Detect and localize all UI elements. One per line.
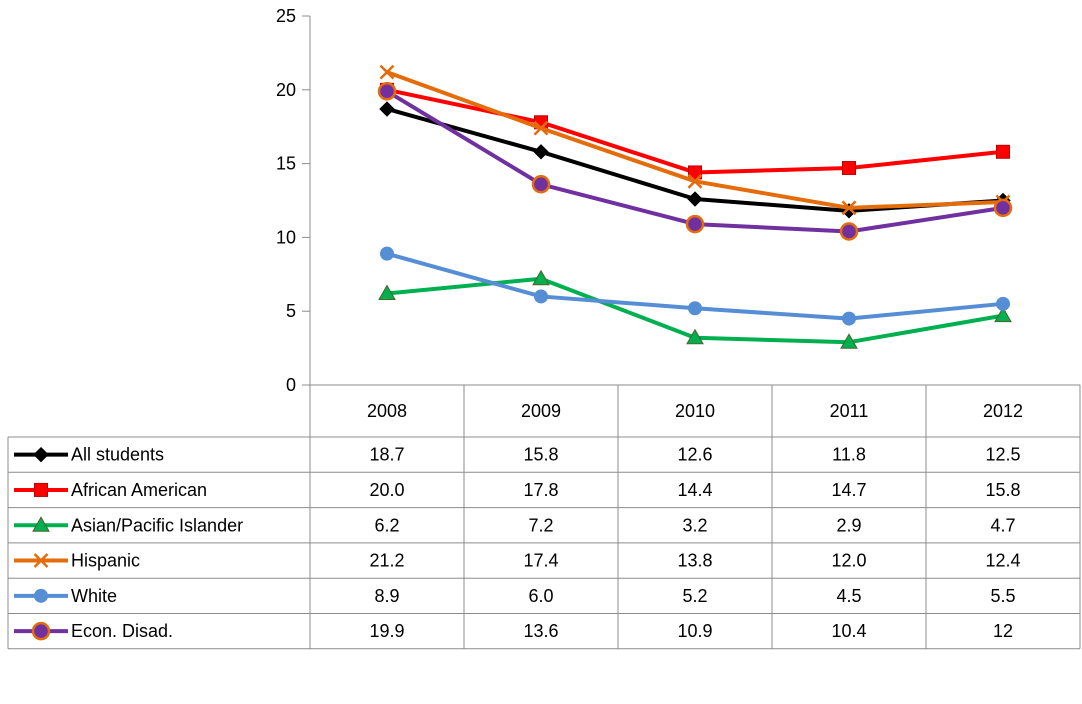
legend-key-marker (34, 588, 48, 603)
data-point-marker (842, 311, 856, 326)
data-point-marker (996, 296, 1010, 311)
data-point-marker (380, 246, 394, 261)
data-point-marker (687, 191, 703, 207)
data-point-marker (379, 101, 395, 117)
series-4 (380, 246, 1010, 326)
x-category-label: 2008 (367, 401, 407, 421)
data-point-marker (685, 214, 705, 234)
data-table: 2008 2009 2010 2011 2012 All students 18.7 15.8… (7, 384, 1081, 650)
table-cell-value: 11.8 (832, 445, 866, 465)
table-cell-value: 3.2 (682, 515, 707, 535)
series-3 (379, 64, 1011, 216)
data-point-marker (994, 306, 1012, 323)
table-row: Asian/Pacific Islander 6.2 7.2 3.2 2.9 4.7 (14, 515, 1016, 535)
table-row: Hispanic 21.2 17.4 13.8 12.0 12.4 (14, 551, 1021, 571)
y-tick-label: 20 (276, 80, 296, 100)
legend-series-name: All students (71, 445, 164, 465)
data-point-marker (841, 200, 857, 216)
table-cell-value: 12 (993, 621, 1013, 641)
table-cell-value: 8.9 (374, 586, 399, 606)
series-layer (377, 64, 1013, 349)
table-cell-value: 7.2 (528, 515, 553, 535)
data-point-marker (993, 198, 1013, 218)
table-cell-value: 12.0 (831, 551, 866, 571)
series-5 (377, 82, 1013, 241)
data-point-marker (532, 269, 550, 286)
x-category-label: 2009 (521, 401, 561, 421)
table-cell-value: 12.5 (985, 445, 1020, 465)
data-point-marker (688, 301, 702, 316)
table-cell-value: 13.8 (677, 551, 712, 571)
table-cell-value: 13.6 (523, 621, 558, 641)
series-1 (380, 82, 1010, 180)
x-category-label: 2010 (675, 401, 715, 421)
data-point-marker (996, 144, 1010, 159)
data-point-marker (531, 175, 551, 194)
legend-series-name: White (71, 586, 117, 606)
table-cell-value: 21.2 (369, 551, 404, 571)
data-point-marker (533, 144, 549, 160)
y-tick-label: 0 (286, 375, 296, 395)
table-row: African American 20.0 17.8 14.4 14.7 15.8 (14, 480, 1021, 500)
data-point-marker (842, 161, 856, 176)
legend-series-name: African American (71, 480, 207, 500)
x-category-label: 2012 (983, 401, 1023, 421)
table-cell-value: 18.7 (369, 445, 404, 465)
series-line (385, 87, 1005, 175)
table-cell-value: 15.8 (523, 445, 558, 465)
legend-series-name: Asian/Pacific Islander (71, 515, 243, 535)
table-cell-value: 5.2 (682, 586, 707, 606)
legend-key-marker (33, 446, 49, 463)
table-cell-value: 14.4 (677, 480, 712, 500)
data-point-marker (840, 333, 858, 349)
legend-key-marker (31, 621, 51, 641)
table-cell-value: 17.4 (523, 551, 558, 571)
data-point-marker (686, 328, 704, 345)
data-point-marker (839, 222, 859, 241)
table-cell-value: 10.4 (831, 621, 866, 641)
legend-key-marker (34, 482, 48, 497)
table-cell-value: 19.9 (369, 621, 404, 641)
table-cell-value: 10.9 (677, 621, 712, 641)
legend-series-name: Hispanic (71, 551, 140, 571)
table-cell-value: 6.2 (374, 515, 399, 535)
data-point-marker (379, 64, 395, 80)
legend-series-name: Econ. Disad. (71, 621, 173, 641)
series-line (385, 70, 1005, 210)
table-cell-value: 6.0 (528, 586, 553, 606)
table-cell-value: 20.0 (369, 480, 404, 500)
table-cell-value: 2.9 (836, 515, 861, 535)
data-point-marker (687, 173, 703, 189)
data-point-marker (378, 284, 396, 300)
table-row: Econ. Disad. 19.9 13.6 10.9 10.4 12 (14, 621, 1013, 641)
data-point-marker (534, 289, 548, 304)
chart-axes: 0 5 10 15 20 25 (276, 6, 311, 395)
data-point-marker (533, 120, 549, 136)
data-point-marker (377, 82, 397, 101)
table-row: White 8.9 6.0 5.2 4.5 5.5 (14, 586, 1016, 606)
table-cell-value: 4.7 (990, 515, 1015, 535)
table-cell-value: 4.5 (836, 586, 861, 606)
legend-key-marker (32, 516, 50, 532)
x-category-label: 2011 (830, 401, 869, 421)
table-cell-value: 15.8 (985, 480, 1020, 500)
table-cell-value: 17.8 (523, 480, 558, 500)
y-tick-label: 15 (276, 154, 296, 174)
data-point-marker (688, 165, 702, 180)
y-tick-label: 10 (276, 227, 296, 247)
table-cell-value: 5.5 (990, 586, 1015, 606)
legend-key-marker (33, 553, 49, 568)
table-row: All students 18.7 15.8 12.6 11.8 12.5 (14, 445, 1021, 465)
y-tick-label: 25 (276, 6, 296, 26)
table-cell-value: 12.4 (985, 551, 1020, 571)
table-cell-value: 14.7 (831, 480, 866, 500)
table-cell-value: 12.6 (677, 445, 712, 465)
y-tick-label: 5 (286, 301, 296, 321)
